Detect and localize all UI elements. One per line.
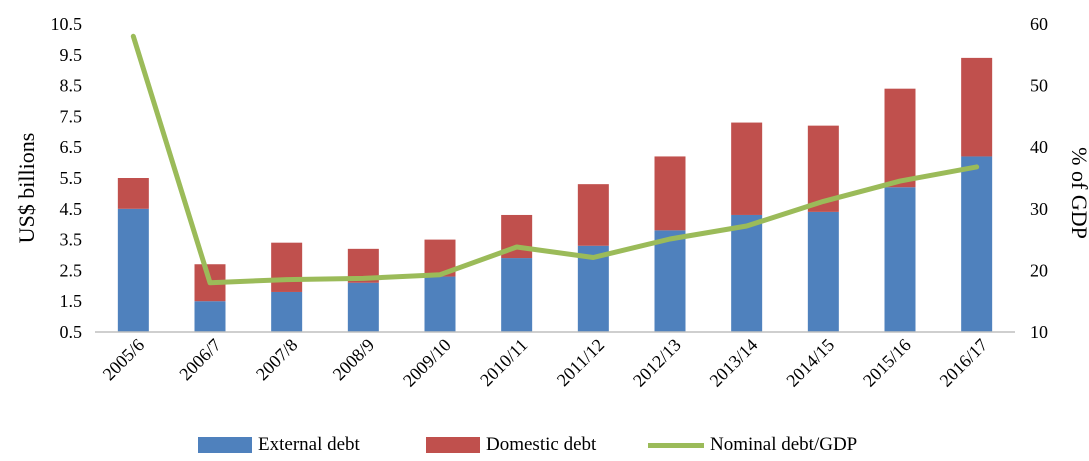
bar-external-2005/6 bbox=[117, 208, 149, 332]
left-axis-ticks: 10.5 9.5 8.5 7.5 6.5 5.5 4.5 3.5 2.5 1.5 0.5 bbox=[51, 14, 83, 342]
line-layer bbox=[130, 33, 980, 286]
legend-item-debt-gdp: Nominal debt/GDP bbox=[648, 434, 857, 456]
y2-axis-title: % of GDP bbox=[1067, 147, 1089, 239]
bar-external-2008/9 bbox=[347, 282, 379, 332]
y-tick-label: 1.5 bbox=[60, 291, 83, 311]
y2-tick-label: 10 bbox=[1030, 322, 1048, 342]
x-tick-label: 2012/13 bbox=[629, 335, 685, 391]
y-tick-label: 9.5 bbox=[60, 45, 83, 65]
bar-external-2016/17 bbox=[961, 156, 993, 332]
x-tick-label: 2013/14 bbox=[706, 335, 762, 391]
y-tick-label: 4.5 bbox=[60, 199, 83, 219]
legend-swatch-domestic bbox=[426, 437, 480, 453]
y2-tick-label: 60 bbox=[1030, 14, 1048, 34]
legend-swatch-debt-gdp bbox=[648, 442, 704, 448]
legend-item-domestic-debt: Domestic debt bbox=[426, 434, 596, 456]
legend-item-external-debt: External debt bbox=[198, 434, 360, 456]
x-axis-ticks: 2005/6 2006/7 2007/8 2008/9 2009/10 2010/11 20… bbox=[99, 335, 992, 391]
line-debt-gdp bbox=[130, 33, 980, 286]
bar-domestic-2012/13 bbox=[654, 156, 686, 231]
bar-external-2009/10 bbox=[424, 276, 456, 332]
bar-external-2007/8 bbox=[271, 291, 303, 332]
y-tick-label: 3.5 bbox=[60, 230, 83, 250]
legend: External debt Domestic debt Nominal debt… bbox=[0, 434, 1089, 460]
x-tick-label: 2016/17 bbox=[936, 335, 992, 391]
y2-tick-label: 50 bbox=[1030, 76, 1048, 96]
y2-tick-label: 30 bbox=[1030, 199, 1048, 219]
x-tick-label: 2005/6 bbox=[99, 335, 149, 385]
y-tick-label: 6.5 bbox=[60, 137, 83, 157]
x-tick-label: 2006/7 bbox=[175, 335, 225, 385]
bar-domestic-2016/17 bbox=[961, 57, 993, 157]
bars-layer bbox=[117, 57, 993, 332]
bar-domestic-2011/12 bbox=[577, 184, 609, 246]
y2-tick-label: 40 bbox=[1030, 137, 1048, 157]
y-tick-label: 10.5 bbox=[51, 14, 83, 34]
y-tick-label: 5.5 bbox=[60, 168, 83, 188]
x-tick-label: 2007/8 bbox=[252, 335, 302, 385]
x-tick-label: 2015/16 bbox=[859, 335, 915, 391]
legend-label-domestic: Domestic debt bbox=[486, 434, 597, 455]
bar-domestic-2015/16 bbox=[884, 88, 916, 188]
x-tick-label: 2010/11 bbox=[476, 335, 531, 390]
y-tick-label: 7.5 bbox=[60, 106, 83, 126]
bar-external-2015/16 bbox=[884, 187, 916, 332]
x-tick-label: 2011/12 bbox=[553, 335, 608, 390]
bar-external-2006/7 bbox=[194, 301, 226, 332]
bar-external-2012/13 bbox=[654, 230, 686, 332]
y2-tick-label: 20 bbox=[1030, 260, 1048, 280]
right-axis-ticks: 60 50 40 30 20 10 bbox=[1030, 14, 1048, 342]
bar-external-2010/11 bbox=[501, 258, 533, 332]
y-axis-title: US$ billions bbox=[14, 133, 39, 244]
legend-label-external: External debt bbox=[258, 434, 360, 455]
bar-domestic-2013/14 bbox=[731, 122, 763, 215]
legend-swatch-external bbox=[198, 437, 252, 453]
bar-external-2014/15 bbox=[807, 211, 839, 332]
bar-domestic-2007/8 bbox=[271, 242, 303, 292]
y-tick-label: 2.5 bbox=[60, 260, 83, 280]
bar-external-2011/12 bbox=[577, 245, 609, 332]
x-tick-label: 2008/9 bbox=[329, 335, 379, 385]
x-tick-label: 2014/15 bbox=[782, 335, 838, 391]
bar-domestic-2005/6 bbox=[117, 178, 149, 209]
bar-external-2013/14 bbox=[731, 214, 763, 332]
y-tick-label: 0.5 bbox=[60, 322, 83, 342]
x-tick-label: 2009/10 bbox=[399, 335, 455, 391]
legend-label-debt-gdp: Nominal debt/GDP bbox=[710, 434, 858, 455]
y-tick-label: 8.5 bbox=[60, 76, 83, 96]
